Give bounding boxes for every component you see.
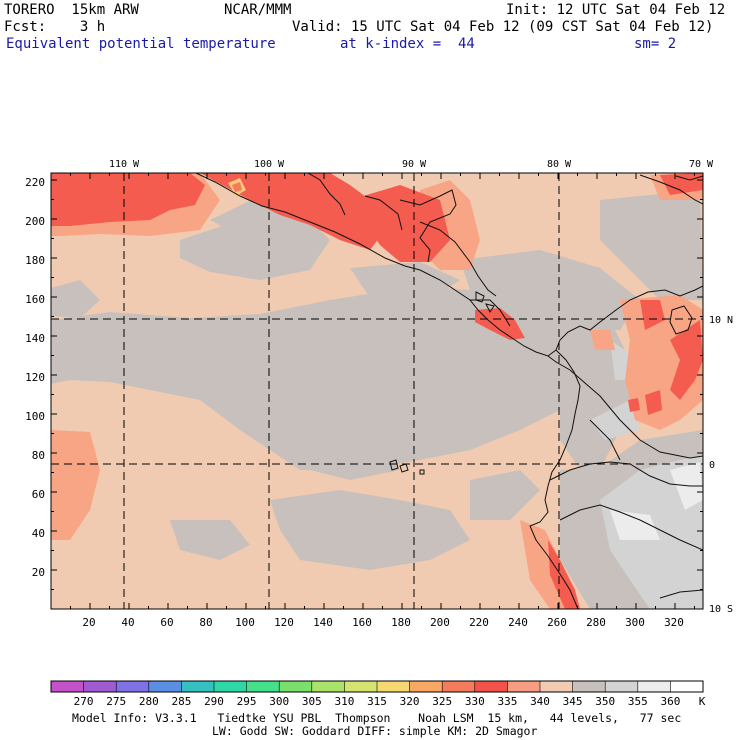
colorbar-swatch — [507, 681, 541, 692]
x-tick-label: 200 — [430, 616, 450, 629]
coastlines — [195, 173, 703, 609]
smoothing-label: sm= 2 — [634, 36, 677, 52]
init-time: Init: 12 UTC Sat 04 Feb 12 — [506, 2, 726, 18]
colorbar-label: 335 — [497, 695, 517, 708]
colorbar-swatch — [474, 681, 508, 692]
colorbar-swatch — [116, 681, 150, 692]
y-tick-label: 120 — [25, 371, 45, 384]
lat-label-10s: 10 S — [709, 604, 733, 615]
colorbar-swatch — [637, 681, 671, 692]
colorbar-swatch — [409, 681, 443, 692]
colorbar-label: 315 — [367, 695, 387, 708]
colorbar — [51, 681, 704, 692]
lon-label-90w: 90 W — [402, 159, 427, 170]
y-tick-label: 220 — [25, 176, 45, 189]
colorbar-label: 355 — [628, 695, 648, 708]
y-tick-label: 40 — [32, 527, 45, 540]
colorbar-label: 360 — [660, 695, 680, 708]
colorbar-swatch — [148, 681, 182, 692]
colorbar-swatch — [214, 681, 248, 692]
y-tick-label: 60 — [32, 488, 45, 501]
lat-label-0: 0 — [709, 460, 715, 471]
physics-info-line: LW: Godd SW: Goddard DIFF: simple KM: 2D… — [212, 724, 538, 738]
x-tick-label: 240 — [508, 616, 528, 629]
lon-label-110w: 110 W — [109, 159, 140, 170]
x-tick-label: 60 — [160, 616, 173, 629]
colorbar-label: 325 — [432, 695, 452, 708]
map-frame — [50, 172, 704, 610]
x-tick-label: 100 — [235, 616, 255, 629]
y-tick-label: 80 — [32, 449, 45, 462]
hot-spot-core — [232, 182, 242, 192]
colorbar-label: 275 — [106, 695, 126, 708]
org-label: NCAR/MMM — [224, 2, 292, 18]
x-tick-label: 260 — [547, 616, 567, 629]
colorbar-label: 340 — [530, 695, 550, 708]
colorbar-swatch — [540, 681, 574, 692]
colorbar-swatch — [344, 681, 378, 692]
colorbar-label: 310 — [334, 695, 354, 708]
k-index-label: at k-index = 44 — [340, 36, 475, 52]
x-tick-label: 280 — [586, 616, 606, 629]
colorbar-label: 280 — [139, 695, 159, 708]
colorbar-label: 320 — [400, 695, 420, 708]
colorbar-swatch — [442, 681, 476, 692]
colorbar-swatch — [605, 681, 639, 692]
y-tick-label: 100 — [25, 410, 45, 423]
colorbar-swatch — [181, 681, 215, 692]
colorbar-label: 285 — [171, 695, 191, 708]
colorbar-label: 300 — [269, 695, 289, 708]
y-tick-label: 160 — [25, 293, 45, 306]
x-tick-label: 300 — [625, 616, 645, 629]
y-tick-label: 180 — [25, 254, 45, 267]
colorbar-unit: K — [699, 695, 706, 708]
colorbar-label: 305 — [302, 695, 322, 708]
lat-label-10n: 10 N — [709, 315, 733, 326]
model-info-line: Model Info: V3.3.1 Tiedtke YSU PBL Thomp… — [72, 711, 682, 725]
colorbar-label: 345 — [563, 695, 583, 708]
colorbar-swatch — [377, 681, 411, 692]
colorbar-swatch — [670, 681, 704, 692]
x-tick-label: 40 — [121, 616, 134, 629]
x-tick-label: 120 — [274, 616, 294, 629]
y-tick-label: 200 — [25, 215, 45, 228]
graticule — [51, 173, 703, 609]
x-tick-label: 80 — [199, 616, 212, 629]
x-tick-label: 140 — [313, 616, 333, 629]
colorbar-label: 270 — [74, 695, 94, 708]
lon-label-100w: 100 W — [254, 159, 285, 170]
colorbar-label: 330 — [465, 695, 485, 708]
y-tick-label: 140 — [25, 332, 45, 345]
forecast-hour: Fcst: 3 h — [4, 19, 106, 35]
x-tick-label: 160 — [352, 616, 372, 629]
lon-label-80w: 80 W — [547, 159, 572, 170]
colorbar-swatch — [246, 681, 280, 692]
x-tick-label: 320 — [664, 616, 684, 629]
y-tick-label: 20 — [32, 566, 45, 579]
x-tick-label: 20 — [82, 616, 95, 629]
colorbar-label: 350 — [595, 695, 615, 708]
lon-label-70w: 70 W — [689, 159, 714, 170]
model-title: TORERO 15km ARW — [4, 2, 139, 18]
x-tick-label: 220 — [469, 616, 489, 629]
colorbar-swatch — [311, 681, 345, 692]
colorbar-swatch — [51, 681, 85, 692]
valid-time: Valid: 15 UTC Sat 04 Feb 12 (09 CST Sat … — [292, 19, 714, 35]
field-name: Equivalent potential temperature — [6, 36, 276, 52]
colorbar-frame — [50, 680, 704, 693]
axis-ticks — [51, 173, 703, 609]
colorbar-swatch — [572, 681, 606, 692]
x-tick-label: 180 — [391, 616, 411, 629]
colorbar-label: 290 — [204, 695, 224, 708]
colorbar-swatch — [83, 681, 117, 692]
colorbar-label: 295 — [237, 695, 257, 708]
colorbar-swatch — [279, 681, 313, 692]
